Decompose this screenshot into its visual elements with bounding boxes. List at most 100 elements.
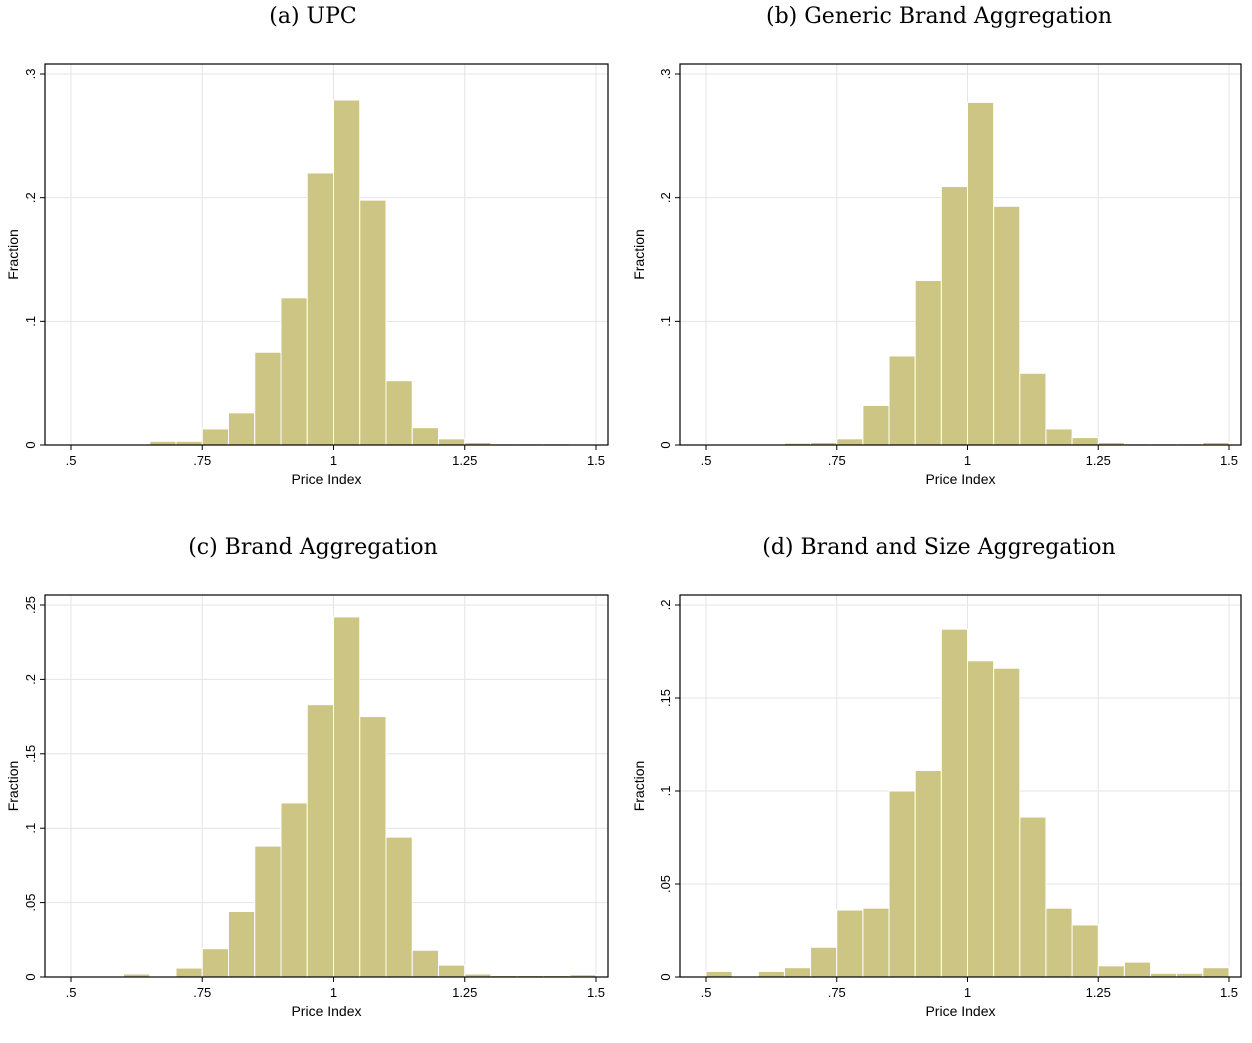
x-tick-label: .5	[701, 453, 712, 468]
panel-brand-and-size-aggregation: (d) Brand and Size Aggregation .5 .75 1 1.2…	[626, 531, 1252, 1043]
x-tick-label: .75	[193, 453, 211, 468]
x-tick-label: 1	[964, 453, 971, 468]
panel-title: (d) Brand and Size Aggregation	[762, 535, 1116, 560]
histogram-bar	[705, 970, 733, 978]
histogram-bar	[1071, 924, 1099, 978]
x-axis-title: Price Index	[925, 1003, 995, 1019]
y-axis-title: Fraction	[631, 229, 647, 280]
x-tick-label: 1	[330, 985, 337, 1000]
x-tick-label: .75	[193, 985, 211, 1000]
histogram-bar	[201, 428, 229, 446]
y-tick-label: .2	[658, 600, 673, 611]
x-tick-label: 1	[330, 453, 337, 468]
histogram-bar	[757, 970, 785, 978]
x-tick-label: 1.5	[587, 453, 605, 468]
histogram-bar	[359, 716, 387, 978]
histogram-bar	[993, 667, 1021, 978]
histogram-bar	[888, 790, 916, 978]
histogram-bar	[359, 199, 387, 446]
histogram-bar	[914, 280, 942, 446]
y-tick-label: .2	[23, 674, 38, 685]
histogram-bar	[783, 967, 812, 978]
panel-upc: (a) UPC .5 .75 1 1.25 1.5 0 .1 .2 .3 Price Index F…	[0, 0, 626, 512]
plot-frame	[679, 63, 1242, 446]
x-tick-label: .75	[828, 453, 846, 468]
x-axis-title: Price Index	[291, 1003, 361, 1019]
y-tick-label: 0	[658, 973, 673, 980]
histogram-bar	[967, 101, 995, 446]
x-tick-label: .5	[701, 985, 712, 1000]
x-tick-label: .5	[66, 453, 77, 468]
panel-brand-aggregation: (c) Brand Aggregation .5 .75 1 1.25 1.5 0 .05.…	[0, 531, 626, 1043]
panel-title: (b) Generic Brand Aggregation	[765, 4, 1113, 29]
y-tick-label: 0	[23, 973, 38, 980]
y-tick-label: .15	[658, 689, 673, 707]
histogram-bar	[280, 297, 308, 446]
y-tick-label: .1	[658, 316, 673, 327]
y-tick-label: .2	[658, 192, 673, 203]
x-tick-label: 1.25	[452, 985, 477, 1000]
plot-frame	[44, 63, 609, 446]
histogram-bar	[836, 909, 864, 978]
histogram-bar	[940, 186, 969, 446]
histogram-bar	[1097, 965, 1125, 978]
y-tick-label: .05	[23, 894, 38, 912]
x-tick-label: 1.5	[587, 985, 605, 1000]
x-axis-title: Price Index	[291, 471, 361, 487]
panel-title: (a) UPC	[269, 4, 357, 29]
histogram-bar	[1019, 816, 1047, 978]
x-tick-label: 1.5	[1220, 985, 1238, 1000]
y-tick-label: .1	[23, 823, 38, 834]
panel-generic-brand-aggregation: (b) Generic Brand Aggregation .5 .75 1 1.25…	[626, 0, 1252, 512]
histogram-bar	[940, 628, 969, 978]
histogram-bar	[333, 616, 361, 978]
x-tick-label: .75	[828, 985, 846, 1000]
histogram-bar	[438, 964, 466, 978]
x-tick-label: 1.25	[452, 453, 477, 468]
histogram-bar	[228, 412, 256, 446]
histogram-bar	[201, 948, 229, 978]
histogram-bar	[333, 99, 361, 446]
histogram-chart: .5 .75 1 1.25 1.5 0 .1 .2 .3 Price Index Fraction	[5, 63, 609, 487]
y-axis-title: Fraction	[5, 229, 21, 280]
x-tick-label: 1	[964, 985, 971, 1000]
histogram-bar	[810, 946, 838, 978]
histogram-bar	[411, 427, 439, 446]
histogram-chart: .5 .75 1 1.25 1.5 0 .1 .2 .3 Price Index Fraction	[631, 63, 1242, 487]
histogram-bar	[1045, 428, 1073, 446]
histogram-bar	[862, 404, 890, 446]
panel-title: (c) Brand Aggregation	[188, 535, 438, 560]
histogram-chart: .5 .75 1 1.25 1.5 0 .05 .1 .15 .2 .25 Price Index Fr…	[5, 594, 609, 1019]
y-tick-label: .25	[23, 596, 38, 614]
histogram-bar	[836, 438, 864, 446]
histogram-chart: .5 .75 1 1.25 1.5 0 .05 .1 .15 .2 Price Index Fract…	[631, 594, 1242, 1019]
histogram-bar	[967, 660, 995, 978]
histogram-bar	[306, 704, 334, 978]
histogram-bar	[254, 351, 282, 446]
histogram-bar	[914, 770, 942, 978]
y-tick-label: .2	[23, 192, 38, 203]
y-tick-label: 0	[658, 441, 673, 448]
histogram-bar	[993, 205, 1021, 446]
histogram-bar	[438, 438, 466, 446]
y-tick-label: .3	[658, 69, 673, 80]
histogram-bar	[385, 836, 413, 978]
y-tick-label: .05	[658, 875, 673, 893]
y-axis-title: Fraction	[631, 761, 647, 812]
x-tick-label: 1.25	[1086, 985, 1111, 1000]
y-tick-label: .1	[23, 316, 38, 327]
histogram-bar	[862, 907, 890, 978]
x-tick-label: .5	[66, 985, 77, 1000]
y-tick-label: .3	[23, 69, 38, 80]
histogram-bar	[306, 172, 334, 446]
y-tick-label: 0	[23, 441, 38, 448]
histogram-bar	[411, 949, 439, 978]
histogram-bar	[254, 845, 282, 978]
x-tick-label: 1.25	[1086, 453, 1111, 468]
histogram-bar	[280, 802, 308, 978]
histogram-bar	[228, 911, 256, 978]
histogram-bar	[1123, 961, 1152, 978]
plot-frame	[44, 594, 609, 978]
histogram-bar	[385, 380, 413, 446]
y-tick-label: .15	[23, 745, 38, 763]
